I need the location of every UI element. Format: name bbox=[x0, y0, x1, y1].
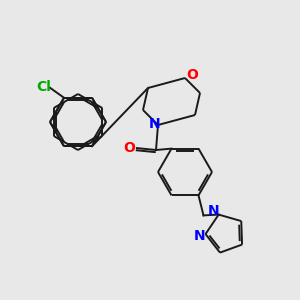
Text: N: N bbox=[208, 204, 220, 218]
Text: N: N bbox=[194, 229, 205, 243]
Text: O: O bbox=[123, 141, 135, 155]
Text: N: N bbox=[149, 117, 161, 131]
Text: Cl: Cl bbox=[37, 80, 51, 94]
Text: O: O bbox=[186, 68, 198, 82]
